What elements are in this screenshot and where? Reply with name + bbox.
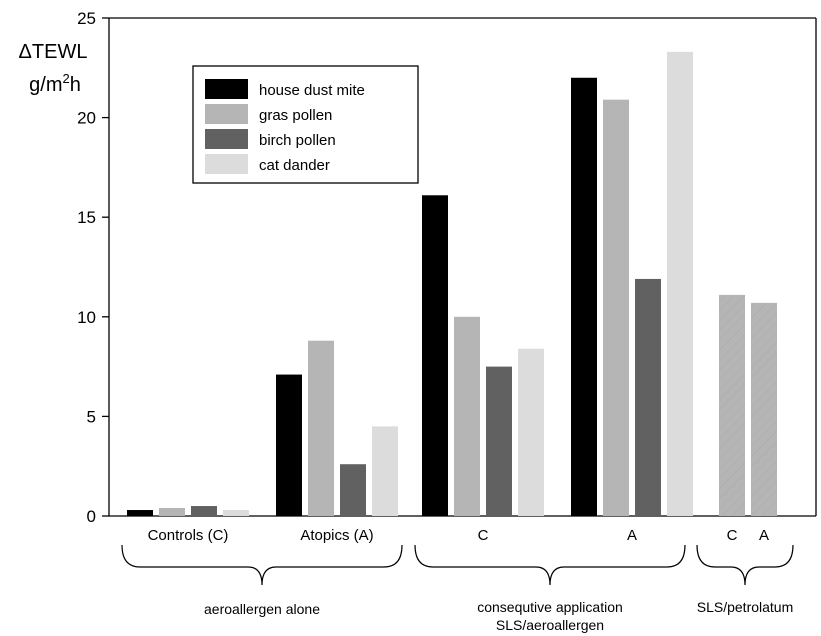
legend-swatch	[205, 129, 248, 149]
bar-birch-pollen-3	[635, 278, 661, 516]
legend-swatch	[205, 104, 248, 124]
category-label: Atopics (A)	[300, 527, 373, 544]
bars	[127, 51, 777, 516]
bar-gras-pollen-1	[308, 340, 334, 516]
category-label: C	[727, 527, 738, 544]
y-tick-label: 25	[77, 9, 96, 28]
category-label: A	[627, 527, 637, 544]
legend-label: gras pollen	[259, 107, 332, 124]
y-axis-label-main: ΔTEWL	[19, 41, 88, 63]
group-bracket	[121, 544, 403, 586]
group-label: SLS/petrolatum	[697, 599, 794, 615]
bar-cat-dander-3	[667, 51, 693, 516]
y-axis-label-unit: g/m2h	[29, 71, 81, 96]
bar-gras-pollen-slspetrolatum-5	[751, 302, 777, 516]
bar-house-dust-mite-2	[422, 195, 448, 516]
bar-cat-dander-1	[372, 426, 398, 516]
legend-label: birch pollen	[259, 132, 336, 149]
category-label: C	[478, 527, 489, 544]
bar-house-dust-mite-0	[127, 510, 153, 516]
legend: house dust mite gras pollen birch pollen ca…	[192, 65, 419, 184]
bar-gras-pollen-0	[159, 508, 185, 516]
category-labels: Controls (C) Atopics (A) C A C A	[148, 527, 769, 544]
legend-swatch	[205, 79, 248, 99]
group-bracket	[414, 544, 686, 586]
unit-sup: 2	[62, 71, 69, 86]
unit-base: g/m	[29, 74, 62, 96]
y-tick-label: 20	[77, 109, 96, 128]
y-tick-label: 15	[77, 208, 96, 227]
legend-label: cat dander	[259, 157, 330, 174]
bar-gras-pollen-slspetrolatum-4	[719, 294, 745, 516]
category-label: A	[759, 527, 769, 544]
bar-birch-pollen-0	[191, 506, 217, 516]
group-label: SLS/aeroallergen	[496, 617, 604, 633]
bar-gras-pollen-3	[603, 99, 629, 516]
group-label: aeroallergen alone	[204, 601, 320, 617]
y-axis-label: ΔTEWL g/m2h	[19, 41, 88, 96]
bar-gras-pollen-2	[454, 316, 480, 516]
bar-house-dust-mite-1	[276, 374, 302, 516]
bar-birch-pollen-1	[340, 464, 366, 516]
group-brackets: aeroallergen alone consequtive applicatio…	[121, 544, 794, 633]
legend-label: house dust mite	[259, 82, 365, 99]
bar-cat-dander-2	[518, 348, 544, 516]
y-tick-label: 5	[87, 407, 96, 426]
unit-tail: h	[70, 74, 81, 96]
legend-swatch	[205, 154, 248, 174]
y-tick-label: 0	[87, 507, 96, 526]
group-bracket	[696, 544, 794, 586]
bar-cat-dander-0	[223, 510, 249, 516]
group-label: consequtive application	[477, 599, 623, 615]
y-tick-label: 10	[77, 308, 96, 327]
y-ticks: 0 5 10 15 20 25	[77, 9, 109, 526]
category-label: Controls (C)	[148, 527, 229, 544]
bar-birch-pollen-2	[486, 366, 512, 516]
bar-house-dust-mite-3	[571, 77, 597, 516]
